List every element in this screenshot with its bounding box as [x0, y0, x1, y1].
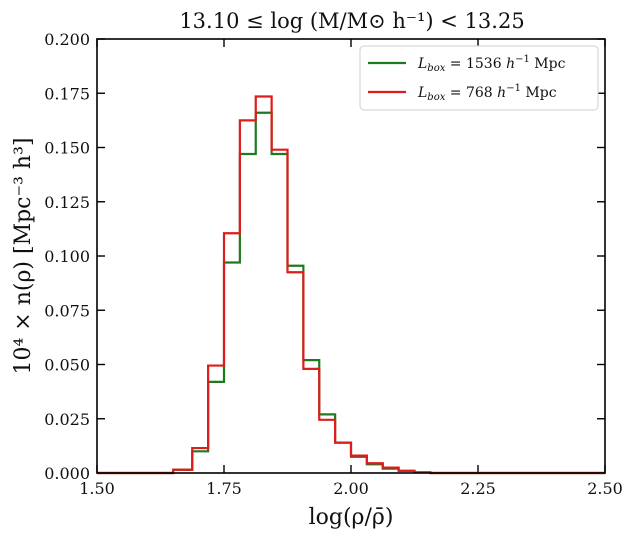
- y-tick-label: 0.200: [44, 30, 90, 49]
- legend-label-series-2: Lbox = 768 h−1 Mpc: [417, 83, 557, 103]
- y-tick-label: 0.125: [44, 193, 90, 212]
- y-tick-label: 0.050: [44, 356, 90, 375]
- legend-frame: [359, 45, 599, 111]
- series-line-2: [97, 95, 605, 475]
- tick-labels-layer: 1.50 1.75 2.00 2.25 2.50 0.000 0.025 0.050 0.075…: [44, 30, 623, 498]
- y-tick-label: 0.175: [44, 84, 90, 103]
- legend-label-series-1: Lbox = 1536 h−1 Mpc: [417, 54, 566, 74]
- series-layer: [97, 95, 605, 475]
- legend: Lbox = 1536 h−1 Mpc Lbox = 768 h−1 Mpc: [359, 45, 599, 111]
- x-tick-label: 1.50: [79, 479, 115, 498]
- y-axis-label: 10⁴ × n(ρ) [Mpc⁻³ h³]: [11, 137, 36, 374]
- y-tick-label: 0.025: [44, 410, 90, 429]
- x-tick-label: 1.75: [206, 479, 242, 498]
- x-axis-label: log(ρ/ρ̄): [309, 505, 394, 530]
- y-tick-label: 0.150: [44, 139, 90, 158]
- y-tick-label: 0.000: [44, 464, 90, 483]
- plot-frame: [96, 38, 606, 474]
- y-tick-label: 0.100: [44, 247, 90, 266]
- x-tick-label: 2.50: [587, 479, 623, 498]
- chart-title: 13.10 ≤ log (M/M⊙ h⁻¹) < 13.25: [179, 9, 524, 33]
- x-tick-label: 2.25: [460, 479, 496, 498]
- x-tick-label: 2.00: [333, 479, 369, 498]
- y-tick-label: 0.075: [44, 301, 90, 320]
